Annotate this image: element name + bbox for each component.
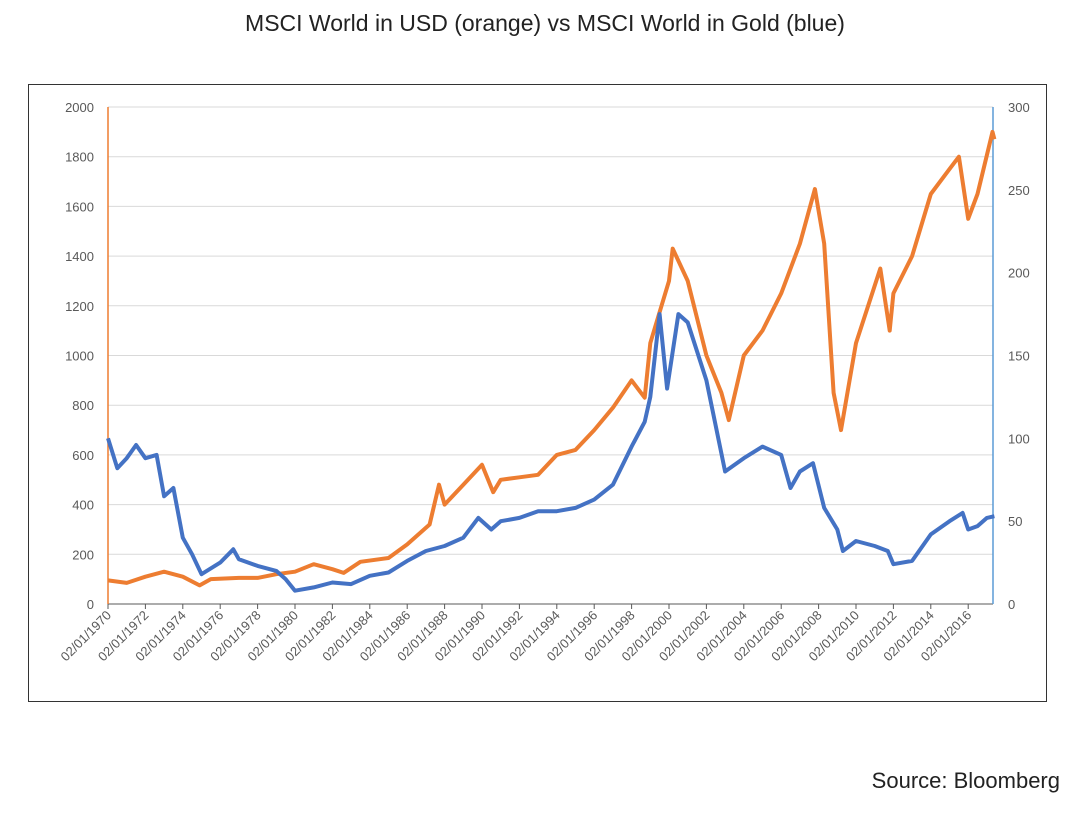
y-left-tick-label: 800 [72, 398, 94, 413]
y-left-tick-label: 600 [72, 448, 94, 463]
y-right-tick-label: 150 [1008, 349, 1030, 364]
y-left-tick-label: 1000 [65, 349, 94, 364]
y-left-tick-label: 1600 [65, 199, 94, 214]
y-right-tick-label: 250 [1008, 183, 1030, 198]
y-left-tick-label: 200 [72, 547, 94, 562]
y-left-tick-label: 0 [87, 597, 94, 612]
y-left-tick-label: 1800 [65, 150, 94, 165]
series-line-gold [106, 312, 995, 593]
chart-frame [28, 84, 1047, 702]
y-right-tick-label: 0 [1008, 597, 1015, 612]
y-right-tick-label: 50 [1008, 514, 1022, 529]
y-left-tick-label: 2000 [65, 100, 94, 115]
chart-title: MSCI World in USD (orange) vs MSCI World… [245, 10, 845, 36]
y-left-tick-label: 1400 [65, 249, 94, 264]
y-left-tick-label: 400 [72, 498, 94, 513]
y-right-tick-label: 200 [1008, 266, 1030, 281]
y-left-tick-label: 1200 [65, 299, 94, 314]
y-right-tick-label: 300 [1008, 100, 1030, 115]
source-note: Source: Bloomberg [871, 768, 1060, 793]
series-line-usd [107, 129, 997, 588]
y-right-tick-label: 100 [1008, 431, 1030, 446]
